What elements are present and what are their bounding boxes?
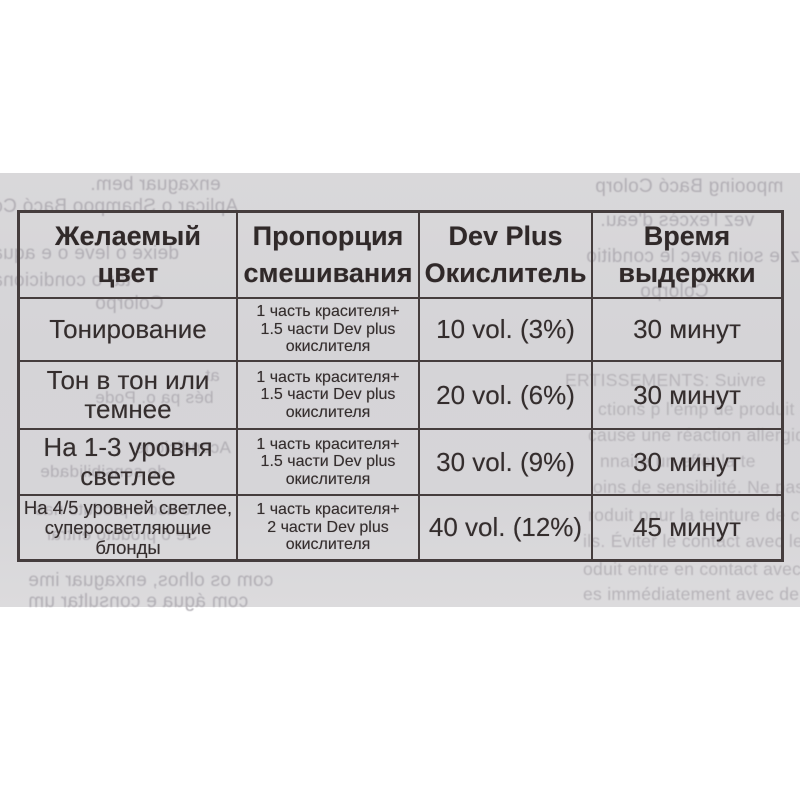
cell-line: окислителя	[285, 403, 371, 421]
cell-line: 30 минут	[633, 446, 741, 477]
cell-line: На 4/5 уровней светлее,	[23, 496, 233, 518]
row1-time-cell: 30 минут	[593, 299, 781, 362]
cell-line: блонды	[95, 536, 161, 558]
cell-line: 20 vol. (6%)	[436, 379, 575, 410]
header-mixing-proportion: Пропорция смешивания	[238, 213, 420, 299]
cell-line: темнее	[84, 394, 172, 424]
paper-region	[0, 173, 800, 607]
header-line: Желаемый	[55, 221, 201, 251]
cell-line: 1 часть красителя+	[256, 435, 400, 453]
cell-line: 30 vol. (9%)	[436, 446, 575, 477]
cell-line: 40 vol. (12%)	[428, 512, 583, 542]
header-line: Пропорция	[252, 221, 404, 251]
cell-line: На 1-3 уровня	[43, 432, 213, 462]
cell-line: 1 часть красителя+	[256, 368, 400, 386]
cell-line: 1.5 части Dev plus	[260, 386, 396, 404]
row3-desired-color-cell: На 1-3 уровня светлее	[20, 430, 238, 496]
cell-line: окислителя	[285, 338, 371, 356]
cell-line: 1 часть красителя+	[256, 303, 400, 321]
cell-line: светлее	[80, 461, 176, 491]
header-line: Время	[643, 221, 731, 251]
row2-mix-cell: 1 часть красителя+ 1.5 части Dev plus ок…	[238, 362, 420, 430]
row4-desired-color-cell: На 4/5 уровней светлее, суперосветляющие…	[20, 496, 238, 559]
row3-mix-cell: 1 часть красителя+ 1.5 части Dev plus ок…	[238, 430, 420, 496]
row3-time-cell: 30 минут	[593, 430, 781, 496]
header-line: Dev Plus	[448, 221, 563, 251]
header-line: смешивания	[243, 258, 413, 288]
row2-desired-color-cell: Тон в тон или темнее	[20, 362, 238, 430]
row4-developer-cell: 40 vol. (12%)	[420, 496, 593, 559]
header-desired-color: Желаемый цвет	[20, 213, 238, 299]
row4-time-cell: 45 минут	[593, 496, 781, 559]
cell-line: суперосветляющие	[44, 516, 212, 538]
row3-developer-cell: 30 vol. (9%)	[420, 430, 593, 496]
cell-line: окислителя	[285, 470, 371, 488]
cell-line: 10 vol. (3%)	[436, 314, 575, 344]
cell-line: Тон в тон или	[46, 365, 210, 395]
mixing-instructions-table: Желаемый цвет Пропорция смешивания Dev P…	[17, 210, 784, 562]
cell-line: 30 минут	[633, 314, 741, 344]
cell-line: 1 часть красителя+	[256, 501, 400, 519]
row1-mix-cell: 1 часть красителя+ 1.5 части Dev plus ок…	[238, 299, 420, 362]
row1-desired-color-cell: Тонирование	[20, 299, 238, 362]
cell-line: 30 минут	[633, 379, 741, 410]
cell-line: 2 части Dev plus	[267, 518, 389, 536]
cell-line: 1.5 части Dev plus	[260, 453, 396, 471]
row4-mix-cell: 1 часть красителя+ 2 части Dev plus окис…	[238, 496, 420, 559]
row1-developer-cell: 10 vol. (3%)	[420, 299, 593, 362]
cell-line: 45 минут	[633, 512, 741, 542]
cell-line: окислителя	[285, 536, 371, 554]
header-processing-time: Время выдержки	[593, 213, 781, 299]
cell-line: 1.5 части Dev plus	[260, 320, 396, 338]
row2-time-cell: 30 минут	[593, 362, 781, 430]
cell-line: Тонирование	[49, 314, 207, 344]
header-dev-plus-oxidizer: Dev Plus Окислитель	[420, 213, 593, 299]
header-line: выдержки	[618, 258, 756, 288]
header-line: Окислитель	[424, 258, 587, 288]
header-line: цвет	[97, 258, 159, 288]
row2-developer-cell: 20 vol. (6%)	[420, 362, 593, 430]
